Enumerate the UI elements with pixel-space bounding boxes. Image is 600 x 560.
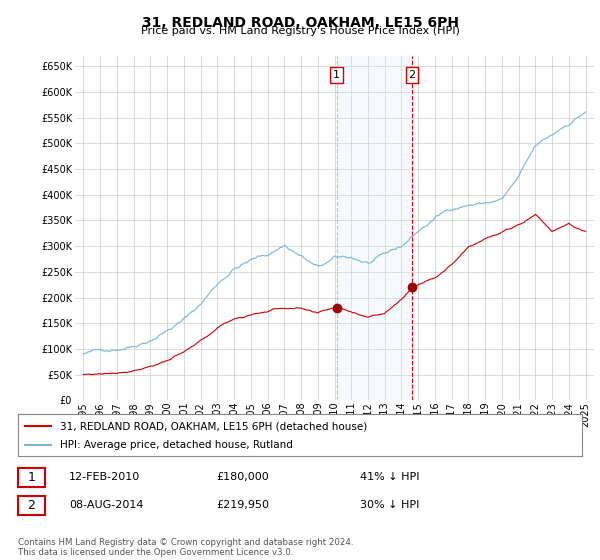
Bar: [337, 56, 412, 400]
Text: 31, REDLAND ROAD, OAKHAM, LE15 6PH (detached house): 31, REDLAND ROAD, OAKHAM, LE15 6PH (deta…: [60, 421, 368, 431]
Text: HPI: Average price, detached house, Rutland: HPI: Average price, detached house, Rutl…: [60, 440, 293, 450]
Text: Price paid vs. HM Land Registry's House Price Index (HPI): Price paid vs. HM Land Registry's House …: [140, 26, 460, 36]
Text: 41% ↓ HPI: 41% ↓ HPI: [360, 472, 419, 482]
Text: £219,950: £219,950: [216, 500, 269, 510]
Text: 2: 2: [28, 498, 35, 512]
Text: 1: 1: [28, 470, 35, 484]
Text: £180,000: £180,000: [216, 472, 269, 482]
Text: 12-FEB-2010: 12-FEB-2010: [69, 472, 140, 482]
Text: 31, REDLAND ROAD, OAKHAM, LE15 6PH: 31, REDLAND ROAD, OAKHAM, LE15 6PH: [142, 16, 458, 30]
Text: 30% ↓ HPI: 30% ↓ HPI: [360, 500, 419, 510]
Text: 08-AUG-2014: 08-AUG-2014: [69, 500, 143, 510]
Text: 1: 1: [333, 70, 340, 80]
Text: 2: 2: [408, 70, 415, 80]
Text: Contains HM Land Registry data © Crown copyright and database right 2024.
This d: Contains HM Land Registry data © Crown c…: [18, 538, 353, 557]
